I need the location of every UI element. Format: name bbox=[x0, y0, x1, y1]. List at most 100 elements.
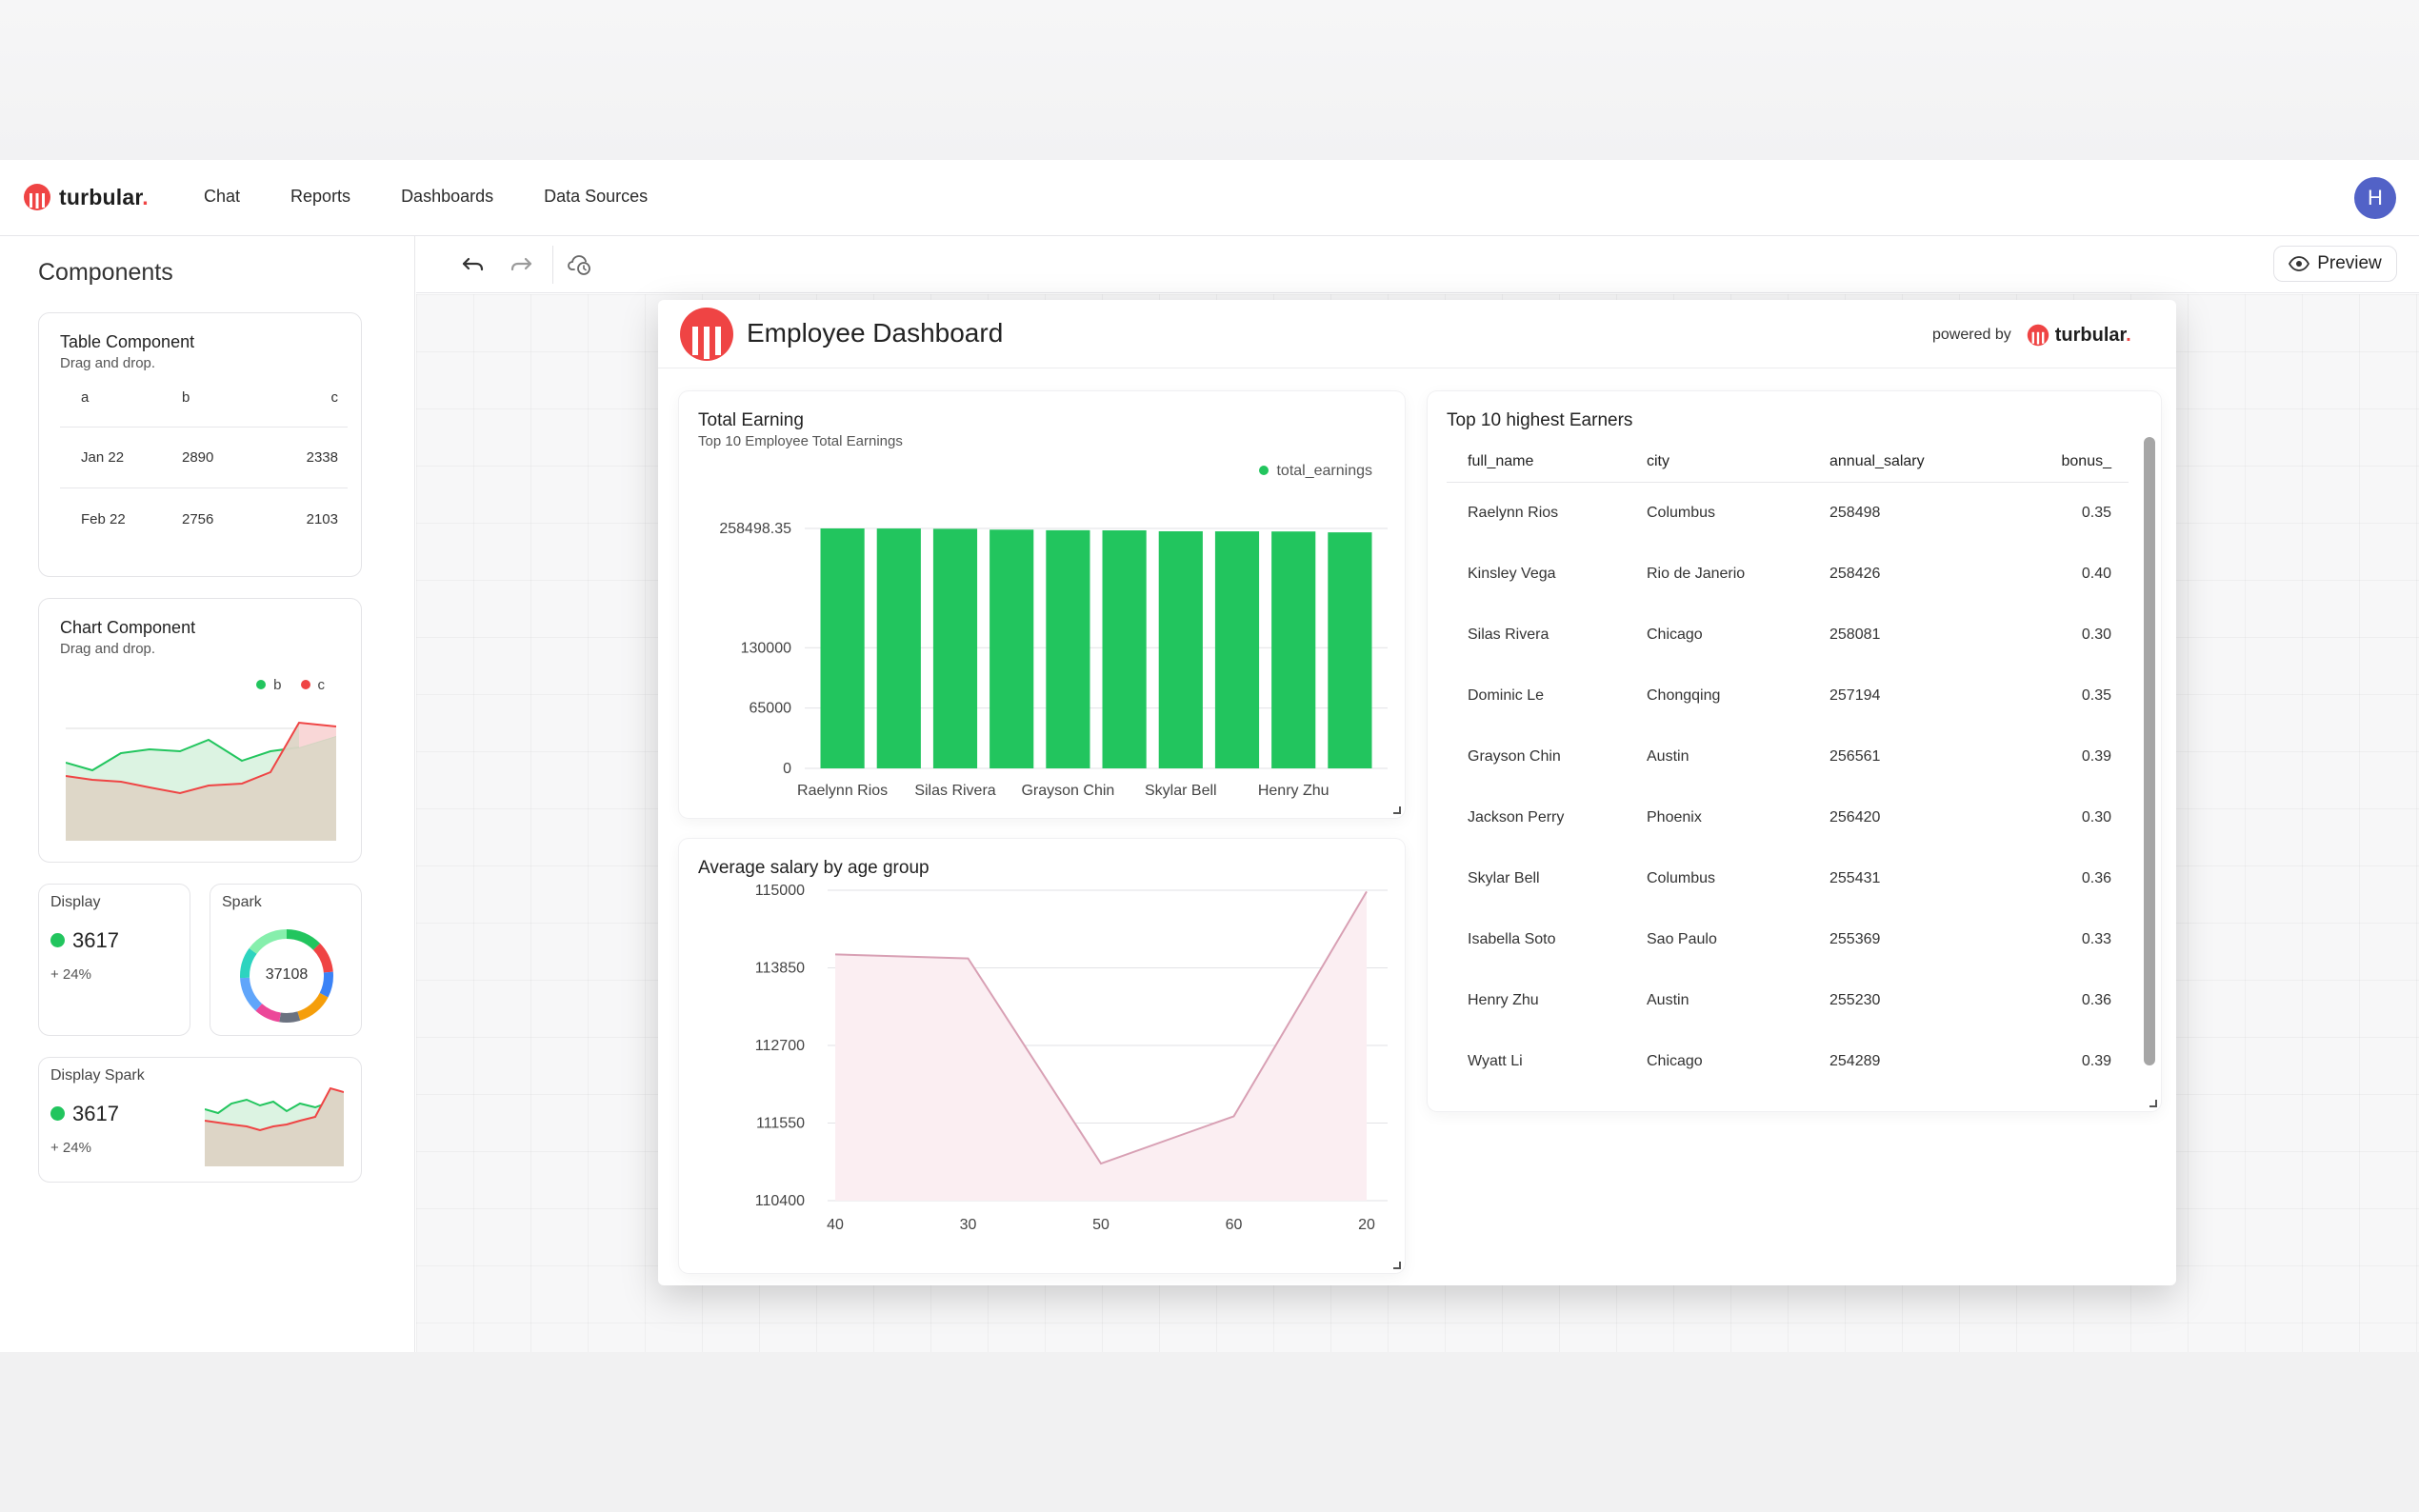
brand-logo[interactable]: turbular. bbox=[23, 183, 149, 211]
table-cell: 0.33 bbox=[2081, 931, 2111, 947]
table-row[interactable]: Kinsley Vega Rio de Janerio 258426 0.40 bbox=[1447, 544, 2129, 605]
widget-subtitle: Top 10 Employee Total Earnings bbox=[698, 433, 903, 449]
average-salary-widget[interactable]: Average salary by age group 110400 111550… bbox=[679, 839, 1405, 1273]
table-cell: Isabella Soto bbox=[1468, 931, 1556, 947]
mini-table-row: Feb 22 2756 2103 bbox=[60, 488, 348, 549]
legend-item-c: c bbox=[300, 677, 325, 693]
table-row[interactable]: Grayson Chin Austin 256561 0.39 bbox=[1447, 726, 2129, 787]
cloud-sync-icon[interactable] bbox=[567, 251, 593, 278]
table-row[interactable]: Skylar Bell Columbus 255431 0.36 bbox=[1447, 848, 2129, 909]
nav-reports[interactable]: Reports bbox=[290, 187, 351, 206]
brand-dot: . bbox=[2126, 324, 2131, 346]
table-cell: 0.39 bbox=[2081, 748, 2111, 765]
y-tick-label: 0 bbox=[783, 761, 791, 777]
top-navbar: turbular. Chat Reports Dashboards Data S… bbox=[0, 160, 2419, 236]
table-row[interactable]: Wyatt Li Chicago 254289 0.39 bbox=[1447, 1031, 2129, 1092]
bar bbox=[990, 529, 1034, 768]
nav-dashboards[interactable]: Dashboards bbox=[401, 187, 494, 206]
bar bbox=[1214, 531, 1260, 768]
area-fill bbox=[835, 891, 1367, 1201]
brand-dot: . bbox=[142, 184, 149, 209]
table-row[interactable]: Dominic Le Chongqing 257194 0.35 bbox=[1447, 666, 2129, 726]
resize-handle[interactable] bbox=[1393, 806, 1401, 814]
column-header[interactable]: full_name bbox=[1468, 452, 1534, 469]
table-cell: Silas Rivera bbox=[1468, 627, 1549, 643]
table-cell: 0.36 bbox=[2081, 992, 2111, 1008]
display-label: Display bbox=[50, 894, 101, 910]
table-row[interactable]: Raelynn Rios Columbus 258498 0.35 bbox=[1447, 483, 2129, 544]
table-row[interactable]: Henry Zhu Austin 255230 0.36 bbox=[1447, 970, 2129, 1031]
chart-legend: total_earnings bbox=[1259, 463, 1372, 480]
undo-icon[interactable] bbox=[460, 251, 487, 278]
x-tick-label: Grayson Chin bbox=[1021, 783, 1114, 799]
table-cell: Sao Paulo bbox=[1647, 931, 1717, 947]
x-tick-label: Silas Rivera bbox=[914, 783, 995, 799]
toolbar-divider bbox=[552, 246, 553, 284]
bar bbox=[876, 528, 921, 768]
bar bbox=[1046, 529, 1090, 768]
x-tick-label: 40 bbox=[827, 1217, 844, 1233]
y-tick-label: 258498.35 bbox=[719, 521, 791, 537]
user-avatar[interactable]: H bbox=[2354, 177, 2396, 219]
display-number: 3617 bbox=[72, 1102, 119, 1125]
table-scrollbar[interactable] bbox=[2144, 437, 2155, 1065]
resize-handle[interactable] bbox=[1393, 1262, 1401, 1269]
table-cell: Chongqing bbox=[1647, 687, 1721, 704]
total-earning-widget[interactable]: Total Earning Top 10 Employee Total Earn… bbox=[679, 391, 1405, 818]
display-spark-card[interactable]: Display Spark 3617 + 24% bbox=[38, 1057, 362, 1183]
table-row[interactable]: Isabella Soto Sao Paulo 255369 0.33 bbox=[1447, 909, 2129, 970]
table-cell: Austin bbox=[1647, 992, 1689, 1008]
table-component-card[interactable]: Table Component Drag and drop. a b c Jan… bbox=[38, 312, 362, 577]
column-header[interactable]: city bbox=[1647, 452, 1669, 469]
preview-button[interactable]: Preview bbox=[2273, 246, 2397, 282]
table-cell: 0.30 bbox=[2081, 627, 2111, 643]
bar bbox=[932, 528, 978, 768]
mini-chart-legend: b c bbox=[256, 677, 325, 693]
table-row[interactable]: Silas Rivera Chicago 258081 0.30 bbox=[1447, 605, 2129, 666]
brand-text: turbular bbox=[2054, 324, 2127, 346]
table-cell: Henry Zhu bbox=[1468, 992, 1539, 1008]
table-cell: 255431 bbox=[1829, 870, 1881, 886]
resize-handle[interactable] bbox=[2149, 1100, 2157, 1107]
mini-cell: 2103 bbox=[306, 510, 338, 527]
spark-label: Spark bbox=[222, 894, 262, 910]
mini-cell: Feb 22 bbox=[81, 510, 126, 527]
powered-brand-name: turbular. bbox=[2055, 325, 2131, 347]
turbular-logo-icon bbox=[24, 184, 50, 210]
spark-card[interactable]: Spark 37108 bbox=[210, 884, 362, 1036]
powered-by-label: powered by bbox=[1932, 327, 2011, 343]
display-card[interactable]: Display 3617 + 24% bbox=[38, 884, 190, 1036]
display-spark-label: Display Spark bbox=[50, 1067, 145, 1084]
nav-chat[interactable]: Chat bbox=[204, 187, 241, 206]
table-cell: 258426 bbox=[1829, 566, 1881, 582]
top-earners-widget[interactable]: Top 10 highest Earners full_name city an… bbox=[1428, 391, 2161, 1111]
redo-icon[interactable] bbox=[508, 251, 534, 278]
table-cell: Rio de Janerio bbox=[1647, 566, 1746, 582]
nav-data-sources[interactable]: Data Sources bbox=[544, 187, 649, 206]
table-cell: 255230 bbox=[1829, 992, 1881, 1008]
widget-title: Average salary by age group bbox=[698, 858, 930, 878]
page-top-band bbox=[0, 0, 2419, 160]
table-row[interactable]: Jackson Perry Phoenix 256420 0.30 bbox=[1447, 787, 2129, 848]
y-tick-label: 65000 bbox=[750, 701, 792, 717]
widget-title: Top 10 highest Earners bbox=[1447, 410, 1633, 430]
display-spark-value: 3617 bbox=[50, 1102, 119, 1126]
display-number: 3617 bbox=[72, 928, 119, 952]
column-header[interactable]: annual_salary bbox=[1829, 452, 1925, 469]
table-cell: Phoenix bbox=[1647, 809, 1702, 826]
mini-cell: 2890 bbox=[182, 449, 214, 466]
table-cell: 257194 bbox=[1829, 687, 1881, 704]
table-body: Raelynn Rios Columbus 258498 0.35 Kinsley Ve… bbox=[1447, 483, 2129, 1092]
display-spark-change: + 24% bbox=[50, 1140, 91, 1156]
mini-col-a: a bbox=[81, 389, 90, 406]
dashboard-title: Employee Dashboard bbox=[747, 318, 1004, 348]
x-tick-label: Skylar Bell bbox=[1145, 783, 1217, 799]
bar bbox=[1271, 531, 1316, 768]
column-header[interactable]: bonus_ bbox=[2061, 452, 2112, 469]
legend-dot bbox=[256, 680, 267, 690]
table-cell: Dominic Le bbox=[1468, 687, 1545, 704]
chart-component-card[interactable]: Chart Component Drag and drop. b c bbox=[38, 598, 362, 863]
page-bottom-band bbox=[0, 1352, 2419, 1512]
mini-cell: 2338 bbox=[306, 449, 338, 466]
table-cell: 256561 bbox=[1829, 748, 1881, 765]
